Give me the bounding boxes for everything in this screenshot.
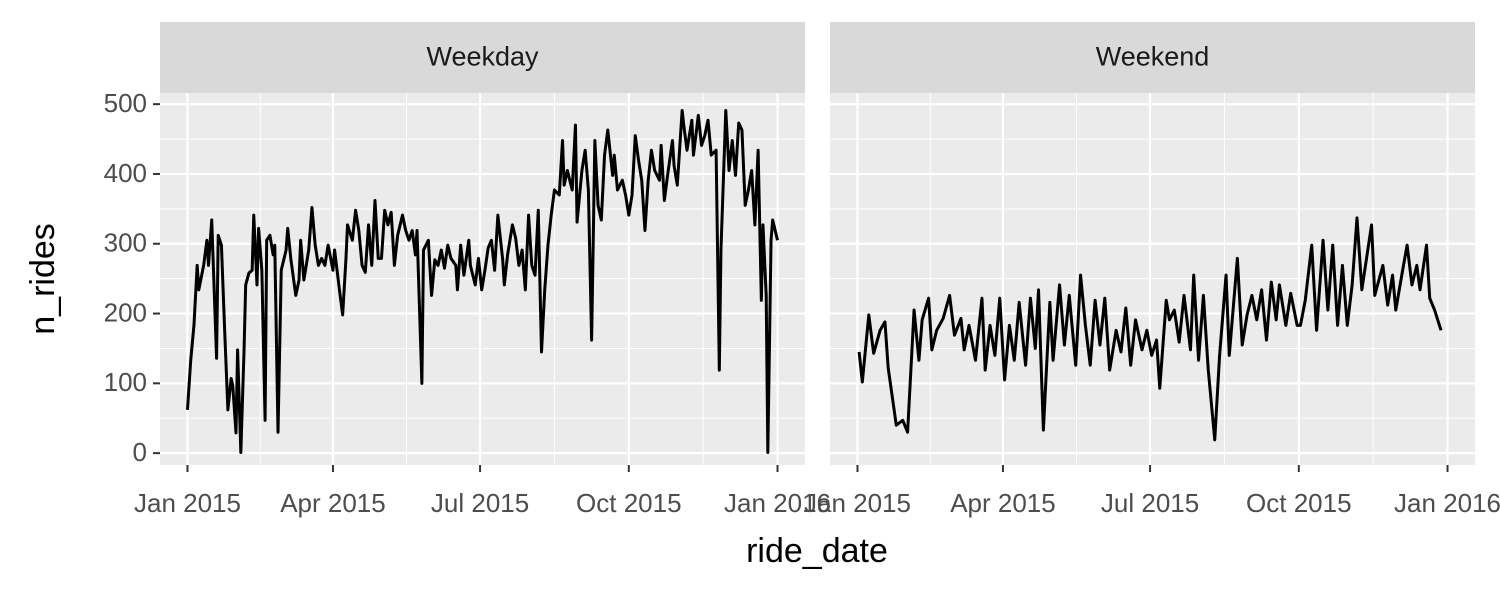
y-tick-label: 400 — [104, 158, 147, 188]
strip — [160, 22, 805, 93]
data-line — [857, 216, 1443, 442]
x-tick-label: Jul 2015 — [431, 488, 529, 518]
x-tick-label: Jan 2016 — [724, 488, 831, 518]
y-tick-label: 0 — [133, 437, 147, 467]
x-tick-label: Jan 2015 — [134, 488, 241, 518]
y-tick-label: 500 — [104, 88, 147, 118]
strip-label: Weekday — [426, 42, 539, 72]
x-tick-label: Oct 2015 — [1246, 488, 1352, 518]
x-tick-label: Apr 2015 — [950, 488, 1056, 518]
y-axis-title: n_rides — [24, 223, 62, 335]
y-tick-label: 200 — [104, 297, 147, 327]
x-tick-label: Apr 2015 — [280, 488, 386, 518]
strip-label: Weekend — [1096, 42, 1210, 72]
x-tick-label: Jan 2016 — [1394, 488, 1500, 518]
x-tick-label: Oct 2015 — [576, 488, 682, 518]
x-tick-label: Jan 2015 — [804, 488, 911, 518]
data-line — [185, 108, 779, 454]
x-axis-title: ride_date — [746, 532, 888, 570]
y-tick-label: 300 — [104, 228, 147, 258]
strip — [830, 22, 1475, 93]
y-tick-label: 100 — [104, 367, 147, 397]
x-tick-label: Jul 2015 — [1101, 488, 1199, 518]
